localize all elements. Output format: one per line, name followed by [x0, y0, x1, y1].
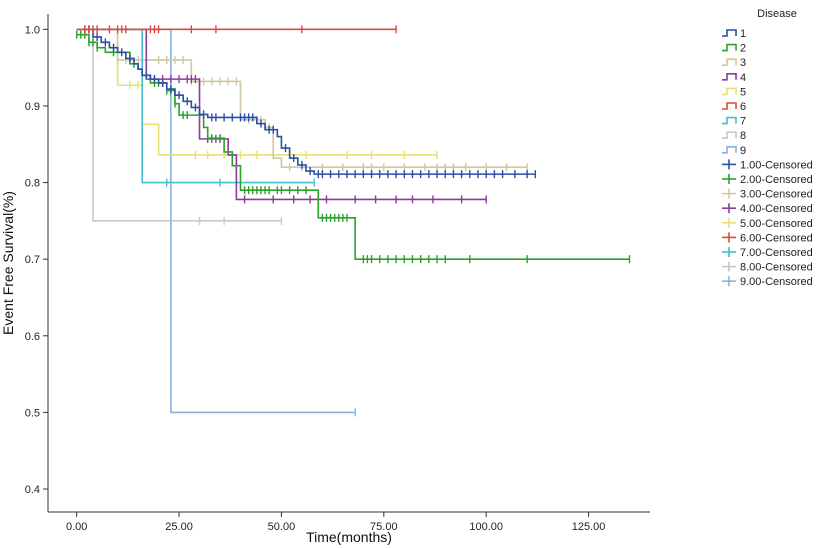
y-tick-label: 0.6 — [25, 331, 40, 343]
legend-label: 1.00-Censored — [740, 159, 813, 171]
y-tick-label: 0.5 — [25, 407, 40, 419]
x-tick-label: 125.00 — [572, 521, 606, 533]
legend-swatch-5 — [722, 87, 737, 96]
x-tick-label: 0.00 — [66, 521, 87, 533]
legend-swatch-1 — [722, 29, 737, 37]
legend-swatch-3 — [722, 58, 737, 66]
legend-label: 3.00-Censored — [740, 189, 813, 201]
legend-label: 4.00-Censored — [740, 203, 813, 215]
legend-label: 3 — [740, 57, 746, 69]
legend-label: 5.00-Censored — [740, 218, 813, 230]
x-tick-label: 50.00 — [268, 521, 296, 533]
legend-label: 9.00-Censored — [740, 276, 813, 288]
series-2-line — [76, 33, 630, 260]
y-tick-label: 0.9 — [25, 101, 40, 113]
legend: Disease 1 2 3 4 5 6 7 8 9 1.00-Censored 2.00-Censo… — [722, 8, 813, 288]
legend-label: 5 — [740, 86, 746, 98]
legend-label: 7 — [740, 116, 746, 128]
series-8-line — [76, 28, 282, 222]
legend-label: 6 — [740, 101, 746, 113]
plot-area — [75, 25, 631, 417]
legend-swatch-4 — [722, 73, 737, 81]
y-tick-label: 0.4 — [25, 484, 40, 496]
axes: 0.00 25.00 50.00 75.00 100.00 125.00 0.4 0.5 0.6… — [25, 14, 650, 533]
legend-label: 2 — [740, 43, 746, 55]
y-tick-label: 0.8 — [25, 178, 40, 190]
legend-label: 4 — [740, 72, 746, 84]
legend-label: 6.00-Censored — [740, 232, 813, 244]
legend-swatch-6 — [722, 102, 737, 110]
x-tick-label: 25.00 — [165, 521, 193, 533]
legend-label: 8 — [740, 130, 746, 142]
y-tick-label: 1.0 — [25, 24, 40, 36]
legend-label: 1 — [740, 28, 746, 40]
legend-swatch-9 — [722, 146, 737, 154]
legend-swatch-8 — [722, 131, 737, 139]
series-5-line — [76, 28, 438, 156]
x-tick-label: 75.00 — [370, 521, 398, 533]
y-tick-label: 0.7 — [25, 254, 40, 266]
x-tick-label: 100.00 — [469, 521, 503, 533]
legend-label: 7.00-Censored — [740, 247, 813, 259]
series-3-line — [76, 28, 528, 169]
legend-label: 2.00-Censored — [740, 174, 813, 186]
legend-swatch-2 — [722, 43, 737, 52]
y-axis-title: Event Free Survival(%) — [0, 191, 16, 335]
legend-label: 9 — [740, 145, 746, 157]
x-axis-title: Time(months) — [306, 529, 392, 545]
legend-label: 8.00-Censored — [740, 262, 813, 274]
legend-swatch-7 — [722, 116, 737, 125]
legend-title: Disease — [757, 8, 797, 20]
